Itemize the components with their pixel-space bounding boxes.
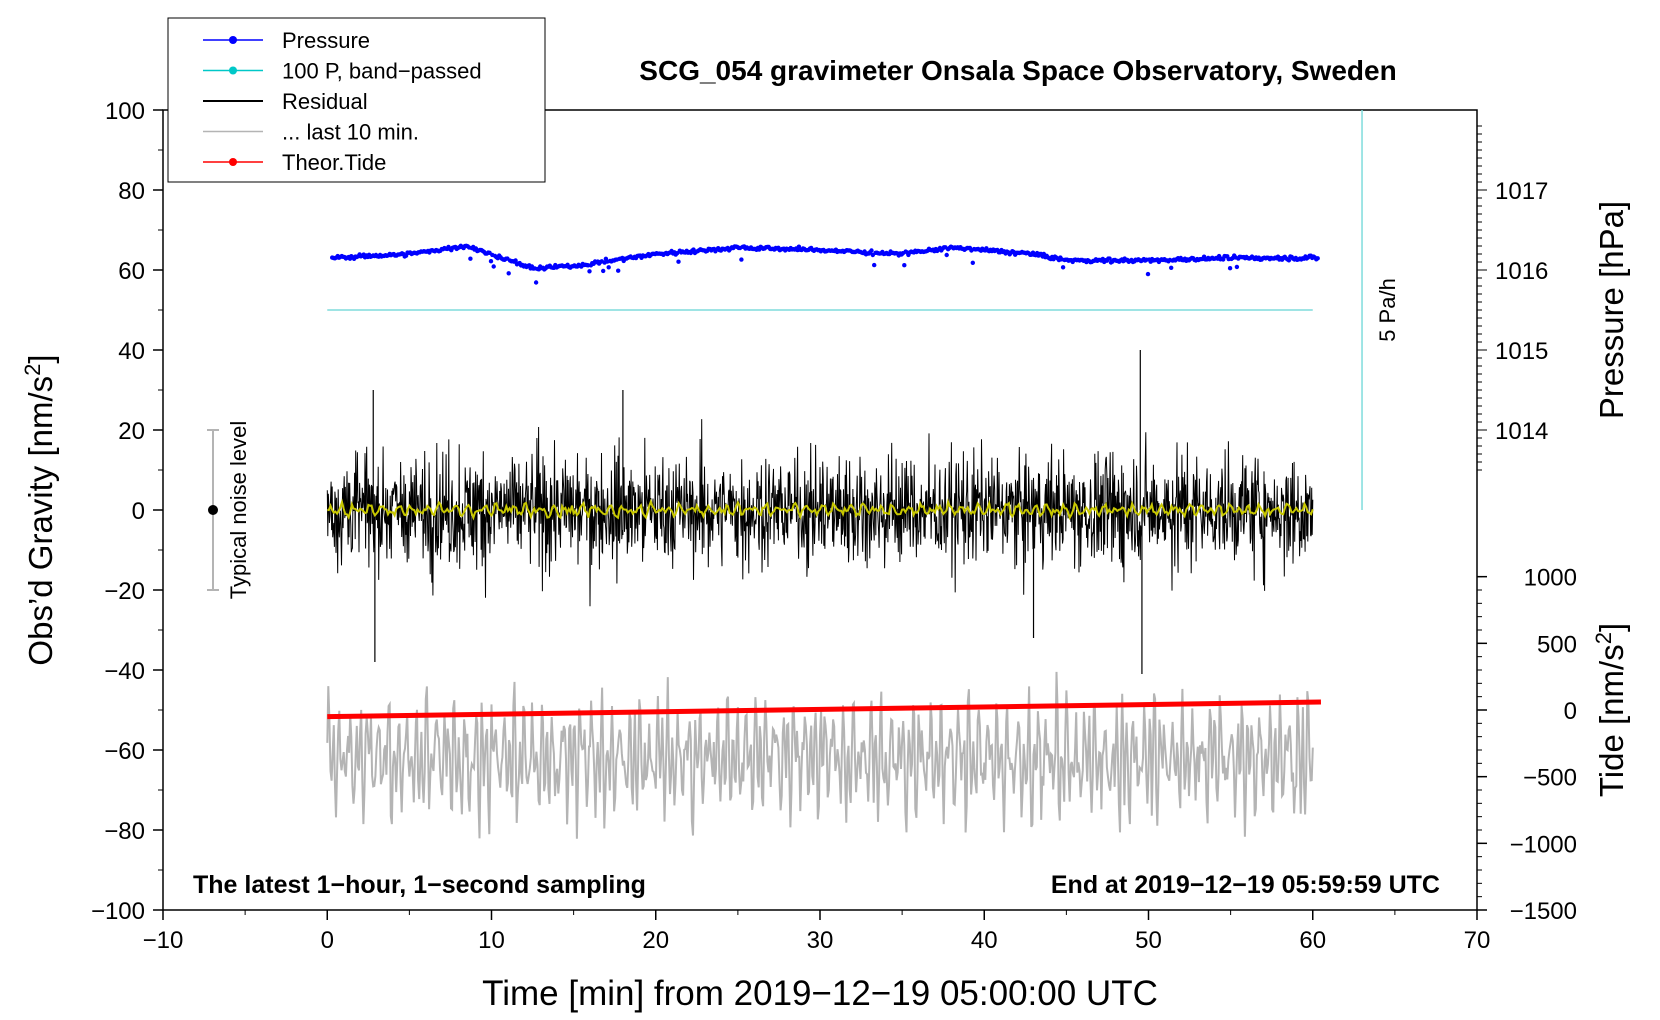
pressure-point <box>1286 258 1292 263</box>
legend-label: Theor.Tide <box>282 150 386 175</box>
legend-marker <box>229 158 237 166</box>
y-tick-label: −40 <box>104 658 145 685</box>
pressure-point <box>676 259 681 264</box>
y-tick-label: 60 <box>118 258 145 285</box>
pressure-point <box>506 271 511 276</box>
series-residual <box>326 419 1314 607</box>
pressure-axis-ticks: 1017 1016 1015 1014 <box>1477 125 1548 471</box>
legend-label: Pressure <box>282 28 370 53</box>
pressure-tick-label: 1015 <box>1495 338 1548 365</box>
legend-marker <box>229 36 237 44</box>
y-tick-label: 40 <box>118 338 145 365</box>
x-axis-ticks: −10 0 10 20 30 40 50 60 70 <box>143 910 1491 954</box>
legend-label: 100 P, band−passed <box>282 59 482 84</box>
tide-axis-label-sup: 2 <box>1591 632 1616 644</box>
pressure-point <box>1221 257 1226 262</box>
pressure-axis-label: Pressure [hPa] <box>1593 201 1630 419</box>
tide-tick-label: 1000 <box>1524 565 1577 592</box>
pressure-point <box>491 264 496 269</box>
pressure-point <box>739 257 744 262</box>
x-axis-label: Time [min] from 2019−12−19 05:00:00 UTC <box>482 974 1158 1013</box>
tide-tick-label: −1500 <box>1510 898 1577 925</box>
y-tick-label: −20 <box>104 578 145 605</box>
x-tick-label: 20 <box>642 927 669 954</box>
x-tick-label: 70 <box>1464 927 1491 954</box>
series-last-10-min <box>326 671 1314 839</box>
pressure-point <box>513 258 518 263</box>
y-axis-label-left: Obs’d Gravity [nm/s2] <box>20 354 60 665</box>
pressure-point <box>587 269 592 274</box>
pressure-point <box>970 260 975 265</box>
x-tick-label: 10 <box>478 927 505 954</box>
tide-tick-label: 0 <box>1564 698 1577 725</box>
y-axis-ticks: 100 80 60 40 20 0 −20 −40 −60 −80 −100 <box>91 98 163 925</box>
pressure-point <box>1234 264 1240 270</box>
pressure-point <box>606 265 611 270</box>
legend-marker <box>229 66 237 75</box>
y-tick-label: 100 <box>105 98 145 125</box>
pressure-point <box>1145 271 1151 277</box>
x-tick-label: 30 <box>807 927 834 954</box>
pressure-point <box>872 262 877 268</box>
tide-axis-label-main: Tide [nm/s <box>1593 644 1630 797</box>
y-axis-label-left-sup: 2 <box>20 364 45 376</box>
y-tick-label: −60 <box>104 738 145 765</box>
series-residual-smoothed <box>327 498 1314 521</box>
pressure-point <box>533 280 539 285</box>
x-tick-label: 0 <box>321 927 334 954</box>
y-axis-label-left-main: Obs’d Gravity [nm/s <box>22 376 59 666</box>
pressure-point <box>1169 265 1174 270</box>
annotation-right: End at 2019−12−19 05:59:59 UTC <box>1051 871 1440 899</box>
pressure-point <box>488 259 494 264</box>
pressure-tick-label: 1017 <box>1495 178 1548 205</box>
pressure-point <box>601 268 606 274</box>
legend-label: Residual <box>282 89 368 114</box>
legend-label: ... last 10 min. <box>282 120 419 145</box>
x-tick-label: 40 <box>971 927 998 954</box>
tide-tick-label: −500 <box>1523 765 1577 792</box>
tide-tick-label: −1000 <box>1510 831 1577 858</box>
pressure-tick-label: 1014 <box>1495 418 1548 445</box>
series-layer <box>326 243 1321 839</box>
chart-title: SCG_054 gravimeter Onsala Space Observat… <box>639 55 1396 86</box>
x-tick-label: 50 <box>1135 927 1162 954</box>
legend-entries: Pressure 100 P, band−passed Residual ... la… <box>203 28 482 175</box>
pressure-point <box>468 256 473 261</box>
annotation-left: The latest 1−hour, 1−second sampling <box>193 871 646 899</box>
pressure-point <box>1060 265 1066 270</box>
tide-axis-label-close: ] <box>1593 623 1630 632</box>
pressure-point <box>1315 256 1320 261</box>
rate-label: 5 Pa/h <box>1375 278 1400 342</box>
noise-level-dot <box>208 505 218 515</box>
pressure-point <box>1227 266 1233 271</box>
pressure-tick-label: 1016 <box>1495 258 1548 285</box>
legend: Pressure 100 P, band−passed Residual ... la… <box>167 17 546 183</box>
pressure-point <box>869 248 874 253</box>
pressure-point <box>902 263 907 268</box>
y-tick-label: −100 <box>91 898 145 925</box>
y-axis-label-left-close: ] <box>22 354 59 363</box>
pressure-point <box>616 268 621 273</box>
y-tick-label: 80 <box>118 178 145 205</box>
y-tick-label: 0 <box>132 498 145 525</box>
x-tick-label: 60 <box>1299 927 1326 954</box>
series-theoretical-tide <box>327 699 1321 720</box>
pressure-point <box>944 252 949 258</box>
noise-level-label: Typical noise level <box>226 421 251 600</box>
y-tick-label: 20 <box>118 418 145 445</box>
x-tick-label: −10 <box>143 927 184 954</box>
pressure-point <box>1107 256 1112 261</box>
tide-axis-label: Tide [nm/s2] <box>1591 623 1631 797</box>
y-tick-label: −80 <box>104 818 145 845</box>
tide-tick-label: 500 <box>1537 631 1577 658</box>
tide-axis-ticks: 1000 500 0 −500 −1000 −1500 <box>1477 565 1577 925</box>
